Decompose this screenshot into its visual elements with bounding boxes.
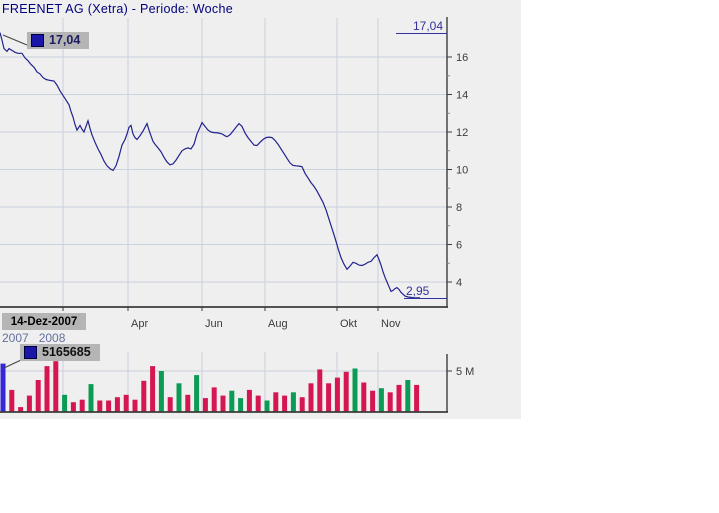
chart-panel: 16 14 12 10 8 6 4 Apr Jun Aug Okt Nov 5 M FREENET AG…	[0, 0, 521, 419]
volume-bar	[326, 383, 332, 412]
volume-bar	[202, 398, 208, 412]
volume-bar	[141, 380, 147, 412]
volume-bar	[220, 395, 226, 412]
chart-title: FREENET AG (Xetra) - Periode: Woche	[2, 2, 233, 16]
volume-bar	[273, 392, 279, 412]
selected-date-box: 14-Dez-2007	[2, 313, 86, 330]
volume-bar	[378, 388, 384, 412]
volume-bar	[0, 363, 6, 412]
volume-bar	[132, 399, 138, 412]
price-line	[0, 32, 420, 299]
volume-bar	[317, 369, 323, 412]
volume-bar	[264, 400, 270, 412]
volume-bar	[414, 384, 420, 412]
volume-bar	[35, 380, 41, 412]
y-tick-label: 16	[456, 52, 468, 64]
volume-bar	[106, 400, 112, 412]
price-legend-pointer	[2, 34, 28, 46]
volume-bar	[62, 394, 68, 412]
high-price-label: 17,04	[412, 19, 443, 33]
volume-bar	[70, 402, 76, 412]
x-month-label: Okt	[340, 318, 357, 330]
volume-bar	[370, 390, 376, 412]
price-series-square-icon	[31, 34, 44, 47]
y-tick-label: 14	[456, 90, 468, 102]
volume-bar	[88, 384, 94, 412]
volume-bar	[229, 390, 235, 412]
volume-series-square-icon	[24, 346, 37, 359]
volume-bar	[158, 371, 164, 412]
volume-bar	[53, 361, 59, 412]
x-month-label: Jun	[205, 318, 223, 330]
volume-bar	[343, 371, 349, 412]
volume-bar	[299, 397, 305, 412]
volume-bar	[352, 368, 358, 412]
volume-bar	[246, 389, 252, 412]
volume-bar	[211, 387, 217, 412]
volume-bar	[334, 377, 340, 412]
volume-bar	[167, 397, 173, 412]
volume-bar	[308, 383, 314, 412]
selected-date-value: 14-Dez-2007	[10, 315, 78, 328]
y-tick-label: 4	[456, 277, 462, 289]
volume-bar	[255, 395, 261, 412]
price-volume-chart-canvas[interactable]: 16 14 12 10 8 6 4 Apr Jun Aug Okt Nov 5 M	[0, 0, 521, 419]
volume-bar	[9, 389, 15, 412]
volume-bar	[282, 395, 288, 412]
y-tick-label: 8	[456, 202, 462, 214]
volume-bar	[79, 399, 85, 412]
volume-bar	[238, 398, 244, 412]
volume-bar	[176, 383, 182, 412]
volume-bar	[150, 366, 156, 412]
volume-bar	[44, 366, 50, 412]
volume-bar	[396, 384, 402, 412]
volume-legend-pointer	[3, 359, 22, 369]
volume-bar	[97, 400, 103, 412]
year-axis-labels: 2007 2008	[2, 331, 65, 345]
volume-bar	[194, 375, 200, 412]
price-legend-value: 17,04	[49, 33, 81, 47]
volume-bar	[387, 392, 393, 412]
volume-bar	[114, 397, 120, 412]
y-tick-label: 10	[456, 165, 468, 177]
volume-bar	[123, 394, 129, 412]
last-price-label: 2,95	[406, 284, 430, 298]
volume-bar	[290, 392, 296, 412]
y-tick-label: 6	[456, 240, 462, 252]
volume-bar	[405, 380, 411, 412]
year-label-2008: 2008	[38, 331, 66, 345]
x-month-label: Apr	[131, 318, 148, 330]
volume-bar	[26, 395, 32, 412]
x-month-label: Nov	[381, 318, 401, 330]
volume-legend: 5165685	[20, 344, 100, 361]
x-month-label: Aug	[268, 318, 288, 330]
volume-bar	[185, 394, 191, 412]
volume-bar	[361, 382, 367, 412]
volume-bar	[18, 407, 24, 412]
year-label-2007: 2007	[2, 331, 29, 345]
price-legend: 17,04	[27, 32, 90, 49]
volume-legend-value: 5165685	[42, 345, 91, 359]
volume-y-tick-label: 5 M	[456, 366, 474, 378]
y-tick-label: 12	[456, 127, 468, 139]
